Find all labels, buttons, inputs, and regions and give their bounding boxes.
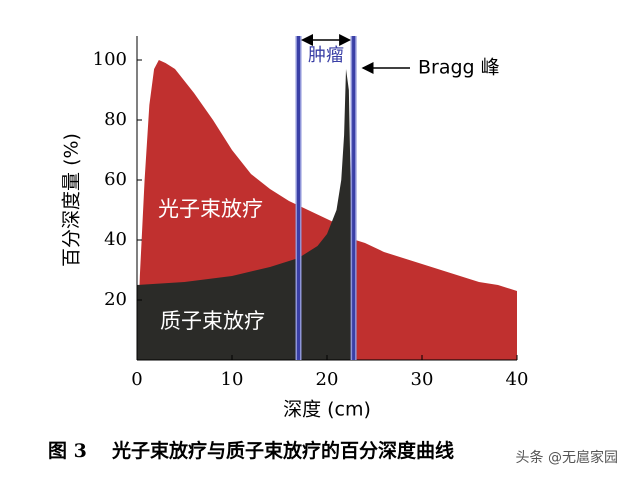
x-tick-label: 20 xyxy=(316,369,339,390)
y-tick-label: 80 xyxy=(104,109,127,130)
x-tick-label: 10 xyxy=(221,369,244,390)
y-tick-label: 60 xyxy=(104,169,127,190)
y-axis-label: 百分深度量 (%) xyxy=(61,133,83,267)
y-tick-label: 40 xyxy=(104,229,127,250)
x-tick-label: 30 xyxy=(411,369,434,390)
x-tick-label: 0 xyxy=(131,369,142,390)
caption: 光子束放疗与质子束放疗的百分深度曲线 xyxy=(111,439,454,462)
y-tick-label: 20 xyxy=(104,289,127,310)
x-axis-label: 深度 (cm) xyxy=(283,399,371,421)
watermark: 头条 @无扈家园 xyxy=(516,449,618,466)
peak-label: Bragg 峰 xyxy=(418,57,500,79)
series-label: 质子束放疗 xyxy=(160,309,265,333)
y-tick-label: 100 xyxy=(93,49,127,70)
tumor-label: 肿瘤 xyxy=(308,45,344,66)
x-tick-label: 40 xyxy=(506,369,529,390)
series-label: 光子束放疗 xyxy=(158,197,263,221)
figure-label: 图 3 xyxy=(48,440,87,462)
